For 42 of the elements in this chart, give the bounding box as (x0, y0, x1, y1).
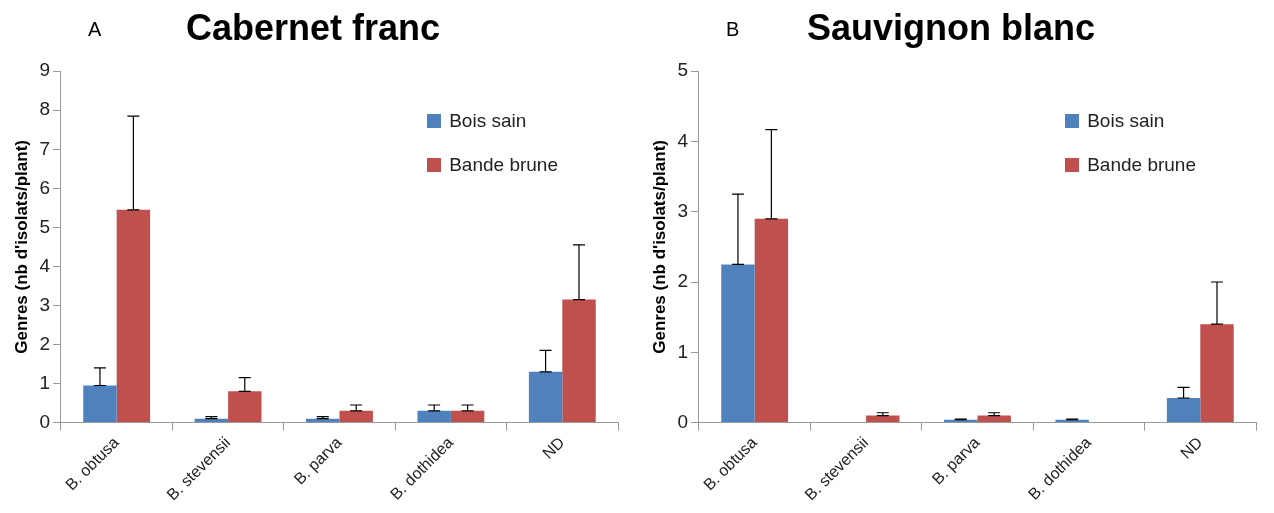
y-tick-label: 6 (39, 176, 50, 198)
bar (866, 415, 900, 423)
bar (1166, 397, 1201, 423)
x-tick-label: ND (1177, 433, 1206, 462)
y-tick-label: 3 (39, 293, 50, 315)
y-tick-label: 9 (39, 59, 50, 81)
bar (721, 264, 755, 423)
y-tick-label: 1 (677, 340, 688, 362)
text: B (726, 18, 740, 41)
y-tick-label: 0 (39, 410, 50, 432)
legend-label: Bande brune (1087, 154, 1196, 176)
chart-title: Cabernet franc (185, 6, 441, 48)
y-tick-label: 4 (677, 129, 689, 151)
text: A (88, 18, 102, 41)
y-tick-label: 2 (677, 270, 688, 292)
bar (528, 371, 563, 423)
y-tick-label: 7 (39, 137, 50, 159)
legend-label: Bois sain (1087, 110, 1165, 132)
y-axis-title: Genres (nb d'isolats/plant) (11, 140, 31, 354)
legend-label: Bande brune (449, 154, 558, 176)
bar (450, 410, 485, 423)
y-axis-title: Genres (nb d'isolats/plant) (649, 140, 669, 354)
bar (977, 415, 1011, 423)
y-tick-label: 0 (677, 410, 688, 432)
chart-title: Sauvignon blanc (806, 6, 1096, 48)
bar (83, 385, 117, 423)
legend-label: Bois sain (449, 110, 527, 132)
y-tick-label: 5 (39, 215, 50, 237)
bar (562, 299, 596, 423)
bar (228, 391, 262, 423)
x-tick-label: ND (539, 433, 568, 462)
bar (417, 410, 451, 423)
y-tick-label: 5 (677, 59, 688, 81)
y-tick-label: 3 (677, 199, 688, 221)
y-tick-label: 1 (39, 371, 50, 393)
y-tick-label: 8 (39, 98, 50, 120)
bar (754, 218, 789, 423)
bar (1200, 324, 1234, 423)
y-tick-label: 4 (39, 254, 51, 276)
bar (339, 410, 373, 423)
bar (116, 209, 151, 423)
y-tick-label: 2 (39, 332, 50, 354)
